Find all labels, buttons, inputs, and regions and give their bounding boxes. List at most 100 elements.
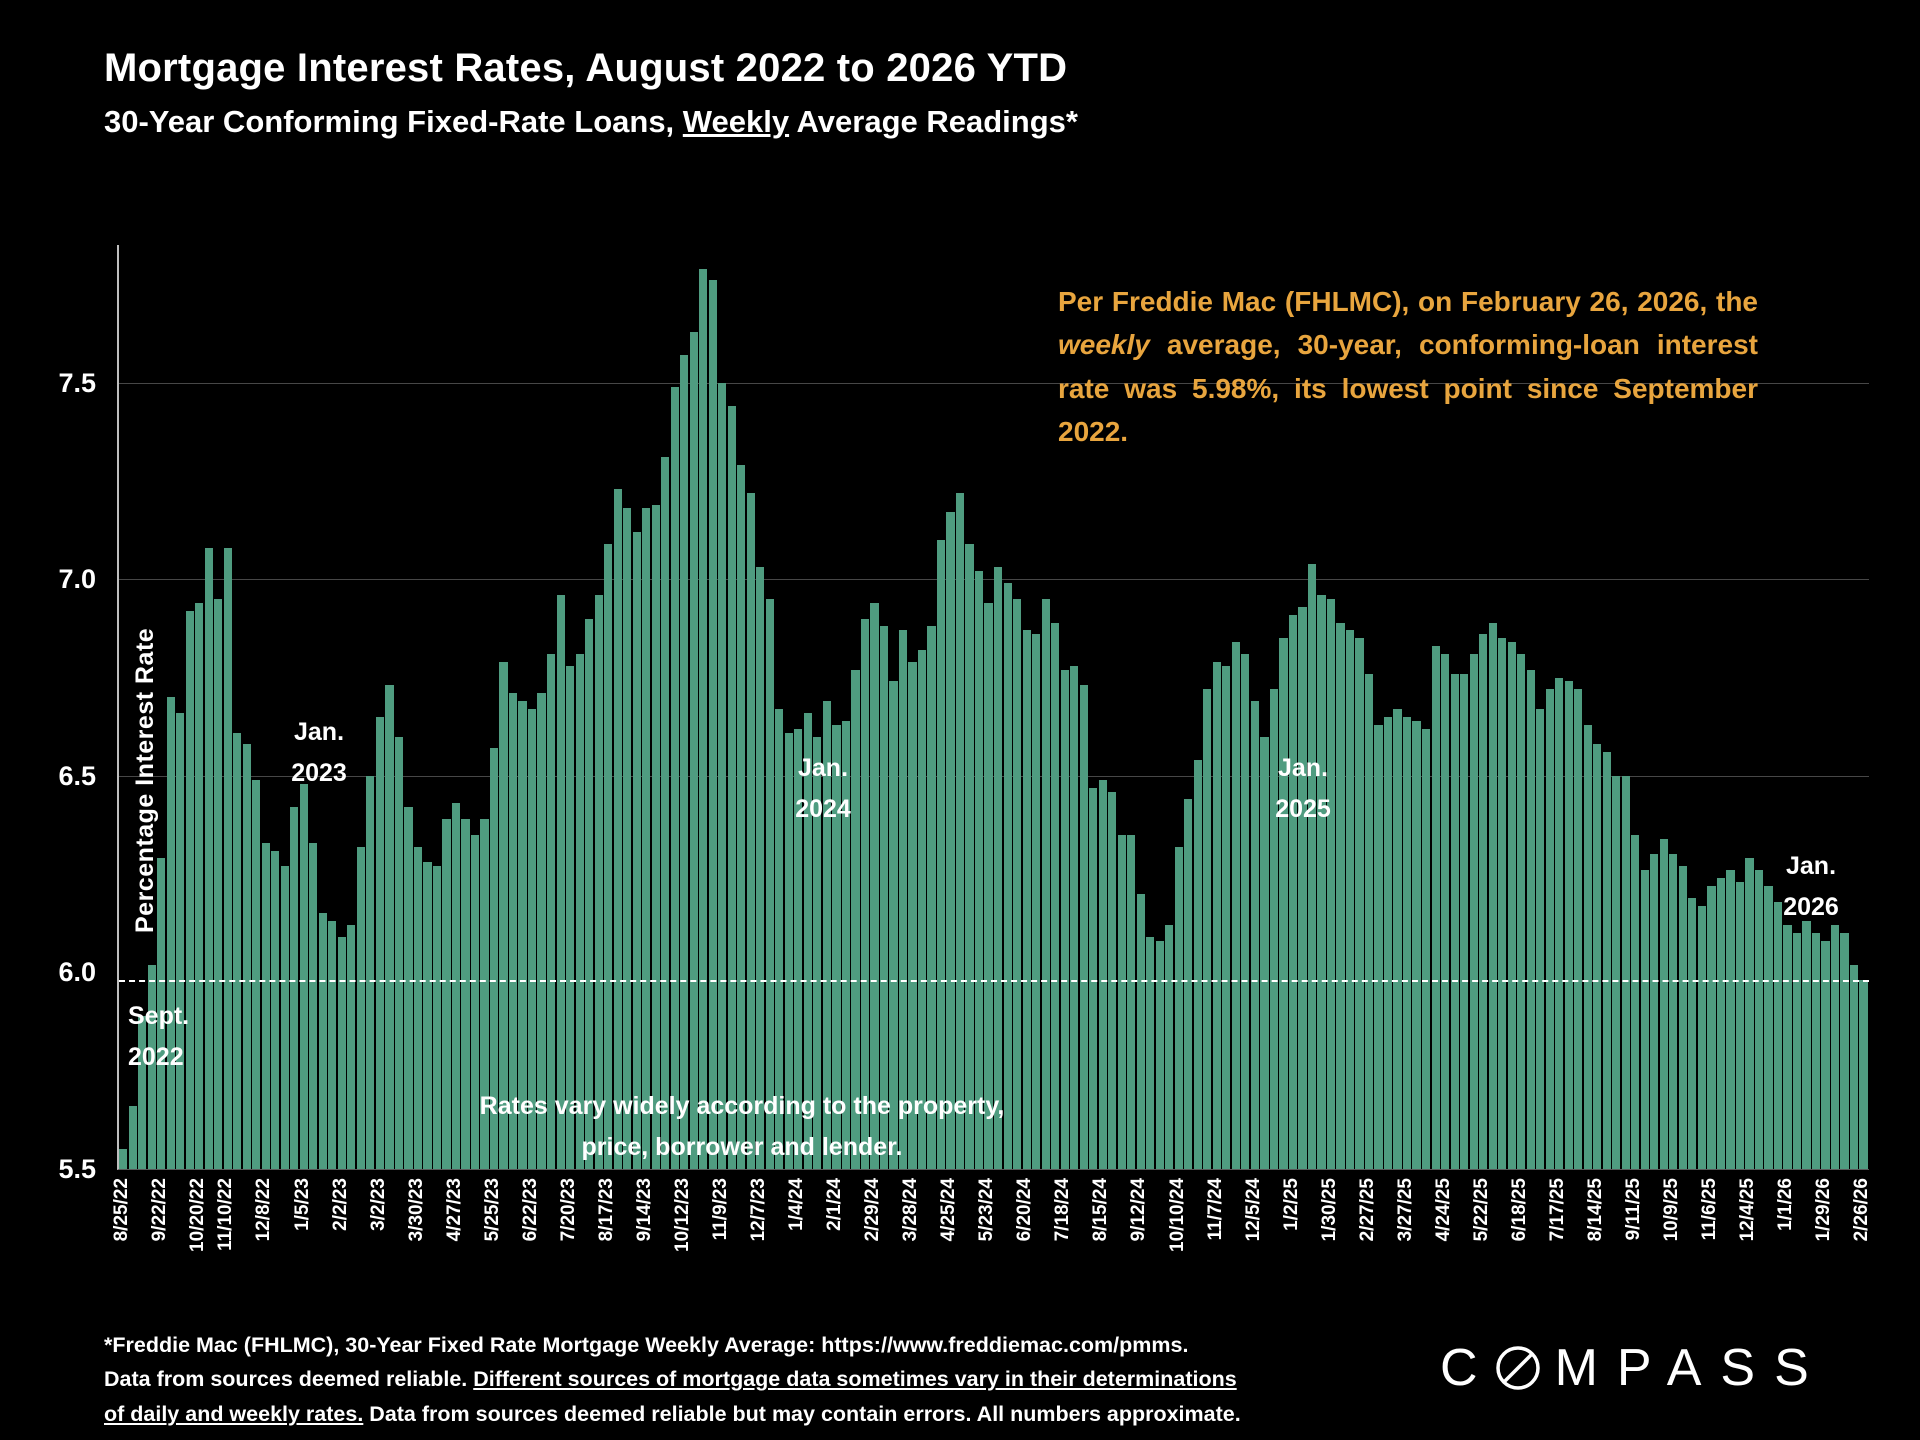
bar-10/23/25: [1688, 897, 1697, 1169]
x-tick-5/22/25: 5/22/25: [1470, 1178, 1492, 1242]
bar-10/2/25: [1659, 838, 1668, 1169]
bar-7/3/25: [1536, 709, 1545, 1169]
bar-4/3/25: [1412, 720, 1421, 1169]
bar-1/2/25: [1288, 614, 1298, 1169]
y-tick-7.0: 7.0: [58, 564, 96, 595]
bar-10/31/24: [1203, 689, 1212, 1169]
bar-3/28/24: [908, 661, 917, 1169]
y-axis-title: Percentage Interest Rate: [131, 627, 159, 933]
bar-9/28/23: [661, 457, 670, 1169]
x-tick-2/27/25: 2/27/25: [1356, 1178, 1378, 1242]
bar-8/3/23: [585, 618, 594, 1169]
x-tick-9/22/22: 9/22/22: [148, 1178, 170, 1242]
x-tick-3/28/24: 3/28/24: [900, 1178, 922, 1242]
bar-5/16/24: [974, 571, 984, 1169]
bar-12/15/22: [271, 850, 280, 1169]
bar-9/12/24: [1136, 893, 1145, 1169]
chart-subtitle: 30-Year Conforming Fixed-Rate Loans, Wee…: [104, 104, 1078, 140]
bar-1/30/25: [1326, 598, 1336, 1169]
annotation-jan-2025: Jan. 2025: [1242, 748, 1364, 829]
bar-2/23/23: [366, 775, 375, 1169]
y-tick-5.5: 5.5: [58, 1154, 96, 1184]
bar-7/6/23: [546, 653, 556, 1169]
bar-7/13/23: [556, 594, 565, 1169]
bar-3/30/23: [413, 846, 423, 1169]
x-tick-10/20/22: 10/20/22: [186, 1178, 208, 1252]
annotation-jan-2023: Jan. 2023: [258, 712, 380, 793]
bar-6/1/23: [499, 661, 508, 1169]
footnote-line1: *Freddie Mac (FHLMC), 30-Year Fixed Rate…: [104, 1333, 1189, 1357]
bar-7/31/25: [1574, 689, 1583, 1169]
bar-2/1/24: [832, 724, 841, 1169]
bar-2/16/23: [356, 846, 365, 1169]
x-tick-3/30/23: 3/30/23: [405, 1178, 427, 1242]
callout-part2: average, 30-year, conforming-loan intere…: [1058, 329, 1758, 448]
bar-6/6/24: [1003, 583, 1012, 1169]
bar-2/27/25: [1364, 673, 1374, 1169]
bar-10/30/25: [1697, 905, 1706, 1169]
bar-11/9/23: [718, 382, 727, 1169]
bar-2/6/25: [1336, 622, 1345, 1169]
chart-title: Mortgage Interest Rates, August 2022 to …: [104, 46, 1068, 90]
bar-12/14/23: [765, 598, 774, 1169]
bar-5/22/25: [1479, 634, 1488, 1169]
bar-5/11/23: [470, 834, 480, 1169]
bar-2/5/26: [1830, 925, 1840, 1169]
annotation-rates-vary-line2: price, borrower and lender.: [581, 1132, 903, 1161]
bar-11/26/25: [1735, 882, 1745, 1169]
bar-3/7/24: [879, 626, 889, 1169]
bar-1/15/26: [1802, 921, 1811, 1169]
bar-11/22/23: [737, 465, 746, 1169]
bar-7/3/24: [1041, 598, 1050, 1169]
bar-8/22/24: [1108, 791, 1117, 1169]
subtitle-underlined-word: Weekly: [682, 104, 790, 139]
bar-8/7/25: [1583, 724, 1592, 1169]
bar-11/3/22: [214, 598, 223, 1169]
bar-10/6/22: [176, 712, 185, 1169]
footnote-line2: Data from sources deemed reliable. Diffe…: [104, 1362, 1249, 1396]
bar-1/26/23: [328, 921, 337, 1169]
bar-3/13/25: [1383, 716, 1393, 1169]
x-tick-1/1/26: 1/1/26: [1775, 1178, 1797, 1231]
bar-5/8/25: [1460, 673, 1469, 1169]
x-tick-4/27/23: 4/27/23: [443, 1178, 465, 1242]
bar-8/14/25: [1593, 744, 1602, 1169]
bar-11/7/24: [1212, 661, 1221, 1169]
x-tick-1/4/24: 1/4/24: [786, 1178, 807, 1231]
x-tick-11/7/24: 11/7/24: [1204, 1178, 1226, 1241]
reference-line-598: [119, 980, 1869, 983]
bar-6/8/23: [508, 693, 518, 1169]
bar-1/1/26: [1783, 925, 1792, 1169]
bar-8/31/23: [623, 508, 632, 1169]
bar-3/20/25: [1393, 709, 1402, 1169]
x-tick-10/12/23: 10/12/23: [671, 1178, 693, 1252]
bar-10/16/25: [1678, 866, 1687, 1169]
x-tick-1/30/25: 1/30/25: [1318, 1178, 1340, 1242]
bar-9/26/24: [1155, 940, 1164, 1169]
bar-9/1/22: [128, 1106, 137, 1169]
bar-6/18/25: [1517, 653, 1526, 1169]
bar-1/9/25: [1298, 606, 1307, 1169]
bar-5/4/23: [461, 819, 470, 1169]
bar-3/27/25: [1402, 716, 1412, 1169]
bar-2/22/24: [860, 618, 870, 1169]
bar-8/25/22: [119, 1149, 128, 1169]
bar-6/12/25: [1507, 642, 1516, 1169]
bar-3/23/23: [404, 807, 413, 1169]
x-tick-7/17/25: 7/17/25: [1546, 1178, 1568, 1242]
bar-11/2/23: [708, 280, 717, 1169]
bar-7/11/24: [1051, 622, 1060, 1169]
bar-4/10/25: [1421, 728, 1431, 1169]
x-tick-12/8/22: 12/8/22: [253, 1178, 275, 1242]
bar-9/18/25: [1640, 870, 1649, 1169]
x-tick-2/29/24: 2/29/24: [862, 1178, 884, 1242]
bar-7/25/24: [1070, 665, 1079, 1169]
footnote-line3-normal: Data from sources deemed reliable but ma…: [363, 1401, 1241, 1426]
bar-8/24/23: [613, 488, 622, 1169]
bar-3/14/24: [889, 681, 898, 1169]
bar-10/20/22: [195, 602, 204, 1169]
annotation-sept-2022-line2: 2022: [128, 1042, 184, 1071]
bar-4/13/23: [432, 866, 442, 1169]
bar-5/30/24: [994, 567, 1003, 1169]
annotation-jan-2023-line2: 2023: [291, 758, 347, 787]
